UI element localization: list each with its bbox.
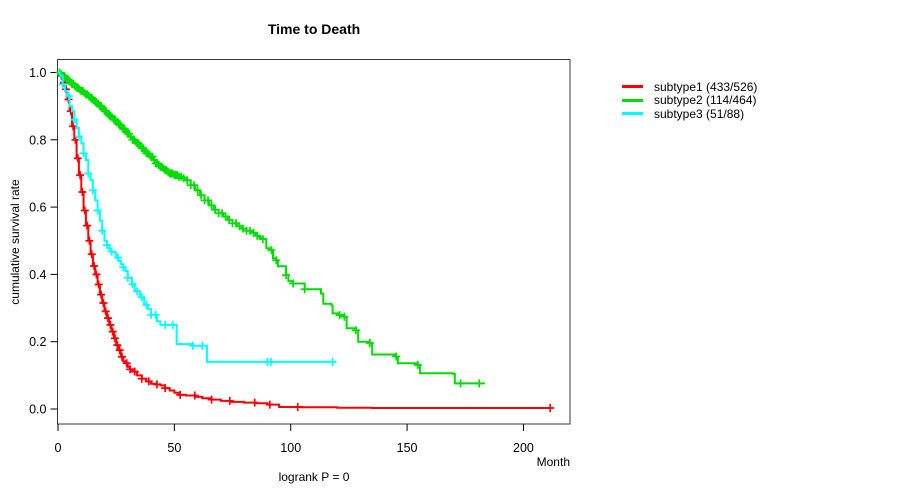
curve-subtype1 (58, 71, 551, 409)
legend-item-subtype1: subtype1 (433/526) (622, 80, 757, 94)
y-tick-label: 0.4 (29, 268, 46, 282)
legend-line-subtype3 (622, 112, 643, 116)
legend-line-subtype2 (622, 98, 643, 102)
curve-subtype3 (58, 71, 333, 363)
y-tick-label: 1.0 (29, 66, 46, 80)
x-tick-label: 100 (280, 441, 301, 455)
legend-line-subtype1 (622, 85, 643, 89)
y-tick-label: 0.0 (29, 403, 46, 417)
x-tick-label: 0 (55, 441, 62, 455)
x-tick-label: 200 (513, 441, 534, 455)
x-tick-label: 150 (397, 441, 418, 455)
logrank-pvalue-label: logrank P = 0 (278, 470, 350, 484)
legend-item-subtype2: subtype2 (114/464) (622, 93, 757, 108)
y-tick-label: 0.8 (29, 133, 46, 147)
censor-marks-subtype2 (55, 68, 484, 388)
censor-marks-subtype3 (58, 80, 337, 366)
y-tick-label: 0.6 (29, 201, 46, 215)
legend-item-subtype3: subtype3 (51/88) (622, 107, 757, 121)
x-axis-title: Month (536, 455, 570, 469)
curve-subtype2 (58, 71, 485, 385)
y-tick-label: 0.2 (29, 335, 46, 349)
x-tick-label: 50 (167, 441, 181, 455)
legend-label-subtype1: subtype1 (433/526) (654, 79, 758, 94)
legend: subtype1 (433/526) subtype2 (114/464) su… (622, 80, 757, 121)
legend-label-subtype2: subtype2 (114/464) (654, 93, 757, 108)
plot-title: Time to Death (267, 21, 361, 37)
plot-box (57, 59, 571, 425)
legend-label-subtype3: subtype3 (51/88) (654, 106, 745, 121)
